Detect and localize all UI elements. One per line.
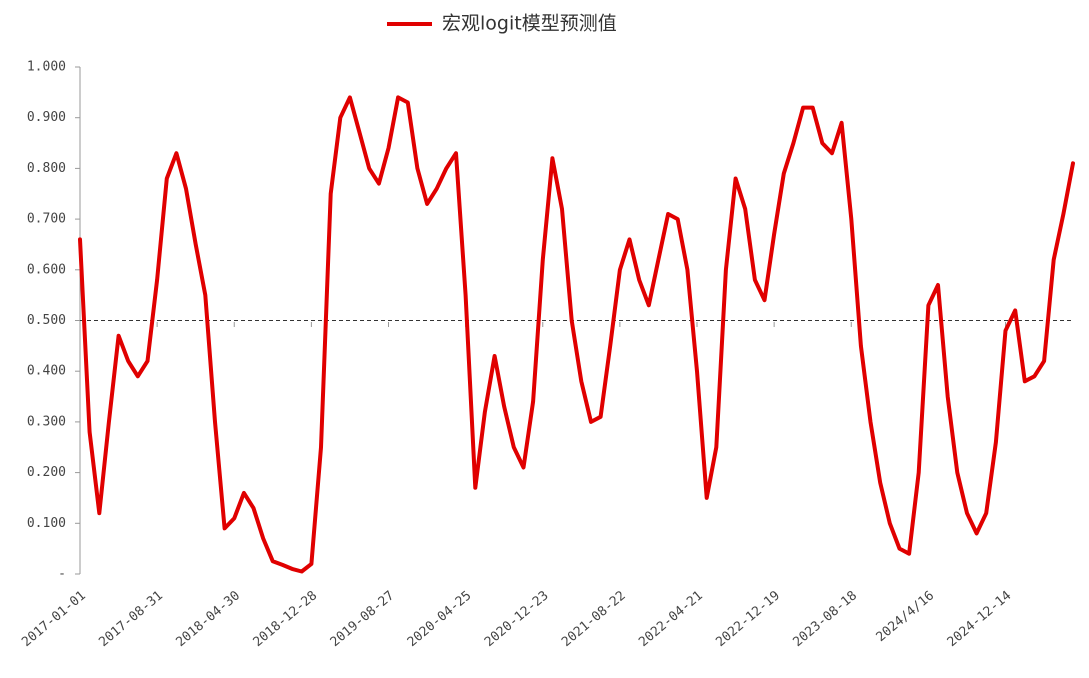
x-tick-label: 2018-12-28 <box>251 588 321 650</box>
x-tick-label: 2020-04-25 <box>405 588 475 650</box>
y-tick-label: 0.100 <box>27 516 66 531</box>
x-tick-label: 2024-12-14 <box>945 588 1015 650</box>
x-tick-label: 2018-04-30 <box>173 588 243 650</box>
y-tick-label: 0.400 <box>27 364 66 379</box>
x-tick-label: 2017-08-31 <box>96 588 166 650</box>
y-tick-label: 0.600 <box>27 262 66 277</box>
y-tick-label: 0.200 <box>27 465 66 480</box>
x-tick-label: 2022-04-21 <box>636 588 706 650</box>
x-tick-label: 2024/4/16 <box>874 588 938 645</box>
x-tick-label: 2022-12-19 <box>713 588 783 650</box>
series-line <box>78 95 1075 574</box>
y-tick-label: 1.000 <box>27 60 66 75</box>
x-tick-label: 2020-12-23 <box>482 588 552 650</box>
y-tick-label: 0.800 <box>27 161 66 176</box>
y-tick-label: 0.500 <box>27 313 66 328</box>
y-tick-label: 0.900 <box>27 110 66 125</box>
x-tick-label: 2023-08-18 <box>790 588 860 650</box>
y-tick-label: - <box>58 567 66 582</box>
x-tick-label: 2017-01-01 <box>19 588 89 650</box>
y-tick-label: 0.700 <box>27 212 66 227</box>
x-tick-label: 2019-08-27 <box>328 588 398 650</box>
x-tick-label: 2021-08-22 <box>559 588 629 650</box>
legend-label: 宏观logit模型预测值 <box>442 13 617 35</box>
y-tick-label: 0.300 <box>27 414 66 429</box>
